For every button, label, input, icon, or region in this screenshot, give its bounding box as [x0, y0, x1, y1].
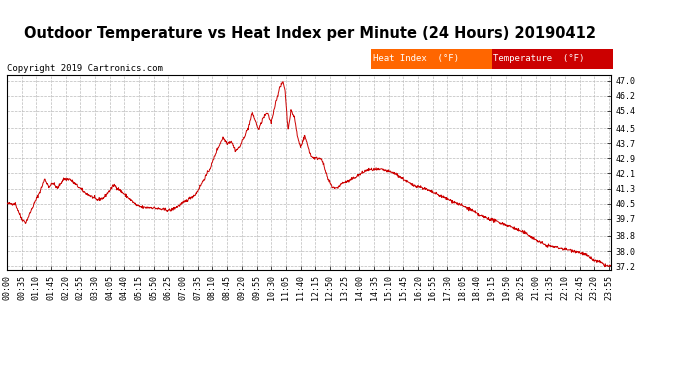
Text: Heat Index  (°F): Heat Index (°F): [373, 54, 459, 63]
Text: Copyright 2019 Cartronics.com: Copyright 2019 Cartronics.com: [7, 64, 163, 73]
Text: Temperature  (°F): Temperature (°F): [493, 54, 584, 63]
Text: Outdoor Temperature vs Heat Index per Minute (24 Hours) 20190412: Outdoor Temperature vs Heat Index per Mi…: [25, 26, 596, 41]
